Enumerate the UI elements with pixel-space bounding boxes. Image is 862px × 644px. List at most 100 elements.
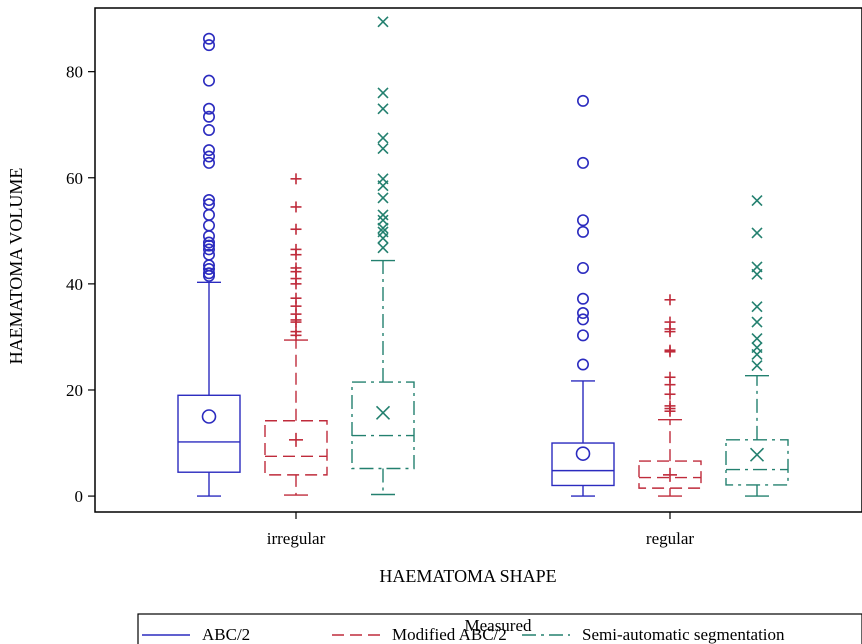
y-tick-label: 20 [66, 381, 83, 400]
outlier-point [203, 269, 216, 282]
marker-stroke [377, 180, 389, 192]
outlier-point [377, 209, 389, 221]
outlier-point [203, 110, 216, 123]
mean-marker [201, 409, 217, 424]
outlier-point [203, 150, 216, 163]
marker-stroke [751, 316, 763, 328]
legend-frame [137, 613, 862, 644]
box-iqr [551, 442, 615, 487]
x-tick-label: irregular [267, 529, 326, 548]
marker-stroke [751, 348, 763, 360]
box-iqr [351, 381, 415, 470]
legend-entry: Semi-automatic segmentation [522, 625, 785, 644]
outlier-point [290, 249, 302, 261]
outlier-point [377, 232, 389, 244]
outlier-point [377, 180, 389, 192]
outlier-point [377, 192, 389, 204]
outlier-point [203, 39, 216, 52]
outlier-point [203, 156, 216, 169]
legend-title: Measured [464, 616, 532, 635]
x-axis: irregular regular [267, 512, 694, 548]
series-modified-abc-2 [264, 173, 702, 497]
outlier-point [290, 173, 302, 185]
outlier-point [576, 214, 589, 227]
outlier-point [203, 263, 216, 276]
marker-stroke [377, 16, 389, 28]
outlier-point [290, 201, 302, 213]
legend-label: Semi-automatic segmentation [582, 625, 785, 644]
y-tick-label: 80 [66, 63, 83, 82]
outlier-point [576, 261, 589, 274]
y-tick-label: 0 [75, 487, 84, 506]
outlier-point [751, 316, 763, 328]
box-irregular [351, 16, 415, 496]
outlier-point [576, 358, 589, 371]
outlier-point [664, 294, 676, 306]
legend-label: Modified ABC/2 [392, 625, 507, 644]
outlier-point [751, 301, 763, 313]
mean-marker [749, 447, 765, 462]
outlier-point [203, 243, 216, 256]
outlier-point [576, 329, 589, 342]
marker-stroke [377, 192, 389, 204]
outlier-point [203, 208, 216, 221]
marker-stroke [377, 132, 389, 144]
marker-stroke [377, 214, 389, 226]
marker-stroke [751, 360, 763, 372]
outlier-point [664, 379, 676, 391]
mean-marker [375, 405, 391, 420]
box-irregular [177, 32, 241, 497]
outlier-point [664, 388, 676, 400]
x-tick-label: regular [646, 529, 694, 548]
x-axis-label: HAEMATOMA SHAPE [379, 566, 556, 586]
box-iqr [177, 394, 241, 473]
box-regular [725, 195, 789, 497]
outlier-point [751, 195, 763, 207]
y-axis-label: HAEMATOMA VOLUME [6, 168, 26, 365]
marker-stroke [377, 222, 389, 234]
plot-area [94, 7, 862, 513]
box-iqr [725, 439, 789, 486]
series-abc-2 [177, 32, 615, 497]
outlier-point [377, 87, 389, 99]
outlier-point [203, 74, 216, 87]
box-iqr [264, 420, 328, 476]
marker-stroke [377, 143, 389, 155]
mean-marker [575, 446, 591, 461]
outlier-point [664, 405, 676, 417]
marker-stroke [751, 268, 763, 280]
outlier-point [576, 94, 589, 107]
outlier-point [377, 222, 389, 234]
outlier-point [203, 239, 216, 252]
y-tick-label: 40 [66, 275, 83, 294]
y-axis: 0 20 40 60 80 [66, 63, 95, 506]
outlier-point [290, 316, 302, 328]
marker-stroke [751, 195, 763, 207]
outlier-point [290, 223, 302, 235]
outlier-point [203, 124, 216, 137]
legend-entry: ABC/2 [142, 625, 250, 644]
marker-stroke [375, 405, 391, 420]
mean-marker [289, 432, 303, 447]
outlier-point [576, 292, 589, 305]
box-regular [551, 94, 615, 497]
marker-stroke [377, 209, 389, 221]
marker-stroke [751, 332, 763, 345]
outlier-point [664, 346, 676, 358]
outlier-point [203, 230, 216, 243]
outlier-point [377, 214, 389, 226]
series-semi-automatic-segmentation [351, 16, 789, 497]
outlier-point [203, 219, 216, 232]
legend-label: ABC/2 [202, 625, 250, 644]
outlier-point [576, 156, 589, 169]
outlier-point [664, 326, 676, 338]
outlier-point [203, 236, 216, 249]
plot-frame [94, 7, 862, 513]
marker-stroke [377, 103, 389, 115]
mean-marker [663, 467, 677, 482]
marker-stroke [377, 87, 389, 99]
box-iqr [638, 460, 702, 489]
legend-entries: ABC/2 Modified ABC/2 Semi-automatic segmen… [142, 625, 785, 644]
outlier-point [290, 278, 302, 290]
outlier-point [751, 332, 763, 345]
